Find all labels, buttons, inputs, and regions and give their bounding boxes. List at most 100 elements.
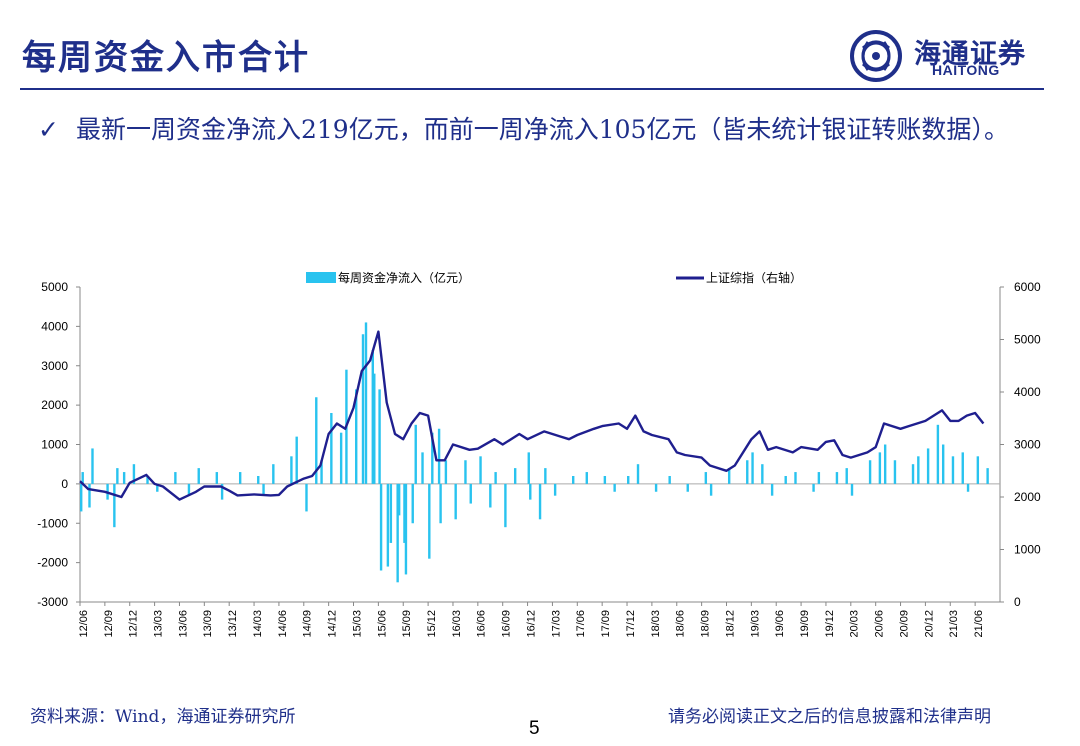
flow-bar [454, 483, 457, 520]
flow-bar [784, 476, 787, 484]
flow-bar [817, 472, 821, 484]
flow-bar [364, 322, 368, 484]
flow-bar [489, 483, 492, 508]
legend-label-flow: 每周资金净流入（亿元） [338, 270, 470, 285]
flow-bar [132, 464, 136, 484]
flow-bar [770, 483, 774, 496]
right-tick-label: 0 [1014, 595, 1021, 609]
flow-bar [290, 456, 293, 484]
flow-bar [504, 483, 507, 528]
x-tick-label: 12/09 [103, 610, 115, 638]
left-tick-label: -1000 [37, 516, 68, 530]
flow-bar [330, 413, 333, 484]
flow-bar [397, 483, 401, 516]
x-tick-label: 19/09 [799, 610, 811, 638]
x-tick-label: 13/06 [177, 610, 189, 638]
disclaimer-note: 请务必阅读正文之后的信息披露和法律声明 [668, 707, 991, 727]
flow-bar [538, 483, 542, 520]
x-tick-label: 12/06 [78, 610, 90, 638]
x-tick-label: 17/09 [600, 610, 612, 638]
x-tick-label: 14/06 [277, 610, 289, 638]
left-tick-label: 3000 [41, 359, 68, 373]
flow-bar [976, 456, 980, 484]
left-tick-label: -2000 [37, 556, 68, 570]
x-tick-label: 20/12 [923, 610, 935, 638]
x-tick-label: 13/03 [153, 610, 165, 638]
flow-bar [339, 432, 343, 484]
x-tick-label: 17/06 [575, 610, 587, 638]
index-line [79, 330, 985, 501]
flow-bar [917, 456, 920, 484]
flow-bar [627, 476, 630, 484]
flow-bar [986, 468, 989, 484]
flow-bar [636, 464, 640, 484]
flow-bar [444, 460, 448, 484]
right-tick-label: 3000 [1014, 438, 1041, 452]
x-tick-label: 18/12 [724, 610, 736, 638]
flow-bar [146, 476, 149, 484]
flow-bar [421, 452, 424, 484]
page-number: 5 [529, 718, 540, 739]
right-tick-label: 4000 [1014, 385, 1041, 399]
flow-bar [295, 436, 298, 484]
flow-bar [883, 444, 887, 484]
flow-bar [527, 452, 530, 484]
flow-bar [197, 468, 200, 484]
flow-bar [113, 483, 116, 528]
flow-bar [603, 476, 607, 484]
flow-bar [911, 464, 915, 484]
page-title: 每周资金入市合计 [22, 38, 310, 78]
flow-bar [122, 472, 126, 484]
flow-bar [513, 468, 517, 484]
flow-bar [494, 472, 497, 484]
flow-bar [572, 476, 575, 484]
flow-bar [746, 460, 749, 484]
flow-bar [305, 483, 308, 512]
x-tick-label: 14/09 [302, 610, 314, 638]
haitong-logo: 海通证券 HAITONG [848, 28, 1048, 84]
flow-bar [812, 483, 815, 492]
flow-bar [386, 483, 390, 567]
left-tick-label: 0 [61, 477, 68, 491]
flow-bar [951, 456, 955, 484]
flow-bar [794, 472, 797, 484]
flow-bar [272, 464, 275, 484]
logo-chinese-name: 海通证券 [914, 39, 1026, 70]
flow-bar [220, 483, 224, 500]
flow-bar [116, 468, 119, 484]
flow-bar [378, 389, 381, 484]
flow-bar [262, 483, 265, 496]
x-tick-label: 12/12 [128, 610, 140, 638]
x-tick-label: 16/03 [451, 610, 463, 638]
flow-bar [868, 460, 872, 484]
flow-bar [371, 350, 374, 484]
x-tick-label: 18/06 [675, 610, 687, 638]
left-tick-label: 2000 [41, 398, 68, 412]
x-tick-label: 20/03 [849, 610, 861, 638]
x-tick-label: 18/09 [700, 610, 712, 638]
flow-bar [585, 472, 588, 484]
check-icon: ✓ [38, 115, 59, 144]
flow-bar [850, 483, 854, 496]
flow-bar [926, 448, 930, 484]
source-note: 资料来源：Wind，海通证券研究所 [30, 707, 296, 727]
flow-bar [751, 452, 754, 484]
x-tick-label: 14/12 [327, 610, 339, 638]
left-tick-label: -3000 [37, 595, 68, 609]
flow-bar [704, 472, 708, 484]
flow-bar [81, 472, 84, 484]
flow-bar [941, 444, 945, 484]
right-tick-label: 5000 [1014, 333, 1041, 347]
flow-bar [379, 483, 383, 571]
flow-bar [936, 424, 940, 484]
flow-bar [389, 483, 393, 543]
flow-bar [156, 483, 159, 492]
flow-bar [469, 483, 472, 504]
x-tick-label: 16/06 [476, 610, 488, 638]
flow-bar [845, 468, 848, 484]
logo-english-name: HAITONG [932, 62, 1000, 78]
x-tick-label: 15/06 [376, 610, 388, 638]
flow-bar [355, 389, 358, 484]
flow-bar [961, 452, 964, 484]
flow-bar [439, 483, 442, 524]
